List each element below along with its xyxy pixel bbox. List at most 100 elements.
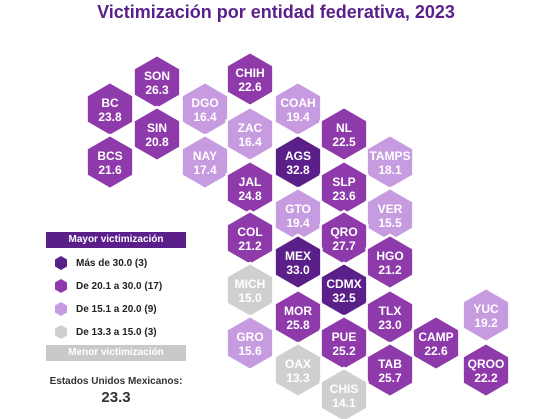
hex-state-code: TAMPS — [369, 149, 410, 163]
hex-state-code: SON — [144, 69, 170, 83]
hex-state-code: TLX — [379, 304, 402, 318]
hex-cell — [132, 105, 182, 163]
hex-state-code: NAY — [193, 149, 217, 163]
hex-state-code: COAH — [280, 96, 315, 110]
hex-state-value: 26.3 — [145, 83, 169, 97]
legend-hex-icon — [55, 325, 67, 339]
hex-state-value: 22.2 — [474, 371, 498, 385]
hex-state-code: CDMX — [326, 277, 361, 291]
hex-state-value: 19.4 — [286, 216, 310, 230]
hex-state-value: 21.2 — [378, 263, 402, 277]
hex-state-value: 15.6 — [238, 344, 262, 358]
hex-state-code: CHIS — [330, 382, 359, 396]
legend-top-label: Mayor victimización — [46, 232, 186, 248]
hex-state-code: CAMP — [418, 330, 453, 344]
hex-state-code: MICH — [235, 277, 266, 291]
hex-state-code: CHIH — [235, 66, 264, 80]
hex-cell — [411, 314, 461, 372]
hex-state-value: 23.8 — [98, 110, 122, 124]
legend-item: De 15.1 a 20.0 (9) — [54, 302, 157, 316]
hex-state-value: 21.6 — [98, 163, 122, 177]
hex-state-code: GTO — [285, 202, 311, 216]
hex-cell — [85, 133, 135, 191]
legend-item-label: De 13.3 a 15.0 (3) — [76, 326, 157, 338]
hex-state-value: 14.1 — [332, 396, 356, 410]
hex-state-code: VER — [378, 202, 403, 216]
hex-cell — [365, 341, 415, 399]
legend-item-label: De 15.1 a 20.0 (9) — [76, 303, 157, 315]
hex-state-code: NL — [336, 121, 352, 135]
hex-state-code: MEX — [285, 249, 311, 263]
hex-state-value: 27.7 — [332, 239, 356, 253]
hex-state-code: QRO — [330, 225, 357, 239]
hex-state-value: 17.4 — [193, 163, 217, 177]
chart-title: Victimización por entidad federativa, 20… — [97, 2, 455, 22]
hex-state-value: 20.8 — [145, 135, 169, 149]
hex-state-value: 19.2 — [474, 316, 498, 330]
hex-state-value: 15.5 — [378, 216, 402, 230]
hex-state-value: 32.5 — [332, 291, 356, 305]
hex-state-value: 25.8 — [286, 318, 310, 332]
hex-state-value: 22.6 — [238, 80, 262, 94]
hex-state-value: 21.2 — [238, 239, 262, 253]
hex-state-code: SLP — [332, 175, 355, 189]
hex-state-code: HGO — [376, 249, 403, 263]
hex-cell — [225, 314, 275, 372]
legend-hex-icon — [55, 302, 67, 316]
hex-state-code: OAX — [285, 357, 311, 371]
hex-cell — [319, 366, 369, 419]
hex-state-code: ZAC — [238, 121, 263, 135]
hex-state-code: QROO — [468, 357, 505, 371]
hex-state-value: 24.8 — [238, 189, 262, 203]
hex-state-value: 32.8 — [286, 163, 310, 177]
hex-state-value: 19.4 — [286, 110, 310, 124]
national-value: 23.3 — [101, 389, 131, 406]
hex-state-code: COL — [237, 225, 262, 239]
hex-state-value: 25.2 — [332, 344, 356, 358]
hex-state-value: 13.3 — [286, 371, 310, 385]
hex-state-value: 23.6 — [332, 189, 356, 203]
hex-state-code: YUC — [473, 302, 499, 316]
hex-state-code: AGS — [285, 149, 311, 163]
legend-hex-icon — [55, 256, 67, 270]
hex-state-code: TAB — [378, 357, 402, 371]
national-label: Estados Unidos Mexicanos: — [49, 376, 183, 387]
hex-state-code: JAL — [239, 175, 262, 189]
hex-state-code: DGO — [191, 96, 218, 110]
legend-item-label: Más de 30.0 (3) — [76, 257, 148, 269]
legend-item: Más de 30.0 (3) — [54, 256, 147, 270]
hex-state-value: 15.0 — [238, 291, 262, 305]
hex-state-code: MOR — [284, 304, 312, 318]
hex-state-value: 33.0 — [286, 263, 310, 277]
